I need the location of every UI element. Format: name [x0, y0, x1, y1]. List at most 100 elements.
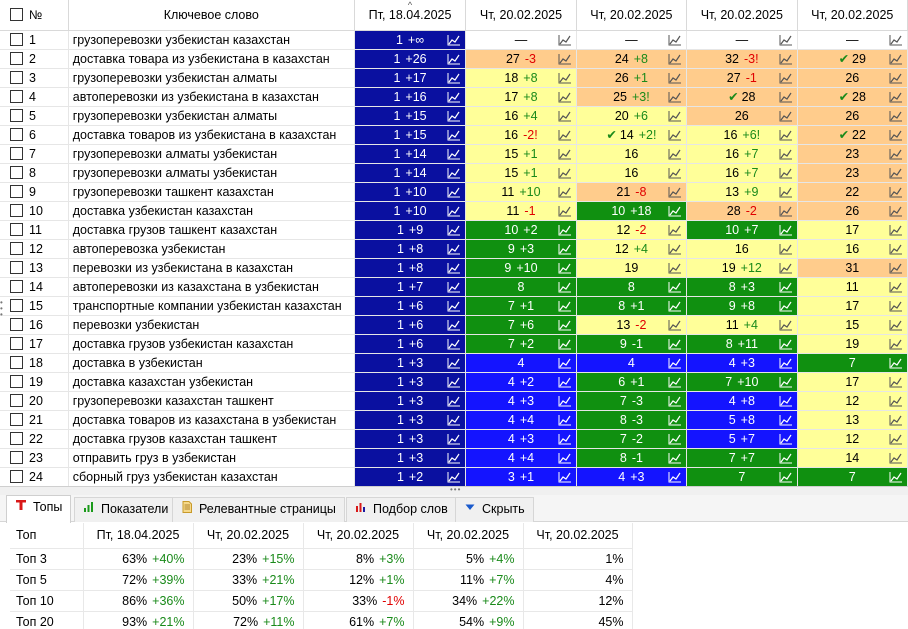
position-chart-icon[interactable]: [668, 376, 682, 388]
position-chart-icon[interactable]: [447, 205, 461, 217]
tops-header-cell[interactable]: Чт, 20.02.2025: [303, 523, 414, 549]
position-chart-icon[interactable]: [889, 129, 903, 141]
keyword-cell[interactable]: доставка казахстан узбекистан: [68, 372, 355, 392]
tops-header-cell[interactable]: Чт, 20.02.2025: [413, 523, 524, 549]
keyword-cell[interactable]: сборный груз узбекистан казахстан: [68, 467, 355, 486]
position-chart-icon[interactable]: [558, 395, 572, 407]
table-row[interactable]: 22 доставка грузов казахстан ташкент 1 +3 4 +…: [0, 429, 908, 449]
position-chart-icon[interactable]: [668, 414, 682, 426]
position-cell[interactable]: 17: [797, 296, 908, 316]
position-cell[interactable]: 3 +1: [465, 467, 577, 486]
position-cell[interactable]: 16 +7: [686, 163, 798, 183]
table-row[interactable]: 23 отправить груз в узбекистан 1 +3 4 +4 8 -1 7 +…: [0, 448, 908, 468]
row-num-cell[interactable]: 12: [0, 239, 69, 259]
position-chart-icon[interactable]: [558, 53, 572, 65]
position-chart-icon[interactable]: [447, 34, 461, 46]
position-cell[interactable]: 6 +1: [576, 372, 688, 392]
position-cell[interactable]: 19 +12: [686, 258, 798, 278]
position-chart-icon[interactable]: [889, 224, 903, 236]
position-chart-icon[interactable]: [447, 243, 461, 255]
row-num-cell[interactable]: 23: [0, 448, 69, 468]
position-chart-icon[interactable]: [889, 433, 903, 445]
position-chart-icon[interactable]: [889, 91, 903, 103]
position-chart-icon[interactable]: [889, 53, 903, 65]
keyword-cell[interactable]: автоперевозки из казахстана в узбекистан: [68, 277, 355, 297]
position-cell[interactable]: 16: [576, 163, 688, 183]
header-date-4[interactable]: Чт, 20.02.2025: [797, 0, 908, 31]
position-chart-icon[interactable]: [889, 72, 903, 84]
table-row[interactable]: 18 доставка в узбекистан 1 +3 4 4 4 +3 7: [0, 353, 908, 373]
position-cell[interactable]: 18 +8: [465, 68, 577, 88]
position-chart-icon[interactable]: [779, 110, 793, 122]
position-chart-icon[interactable]: [668, 110, 682, 122]
position-cell[interactable]: 5 +8: [686, 410, 798, 430]
position-chart-icon[interactable]: [558, 224, 572, 236]
position-cell[interactable]: 21 -8: [576, 182, 688, 202]
position-cell[interactable]: 26: [797, 201, 908, 221]
position-cell[interactable]: 26: [797, 106, 908, 126]
position-cell[interactable]: 7 -2: [576, 429, 688, 449]
position-chart-icon[interactable]: [779, 224, 793, 236]
splitter[interactable]: [0, 487, 908, 495]
row-num-cell[interactable]: 11: [0, 220, 69, 240]
position-cell[interactable]: 27 -1: [686, 68, 798, 88]
row-num-cell[interactable]: 9: [0, 182, 69, 202]
position-cell[interactable]: 11 -1: [465, 201, 577, 221]
position-chart-icon[interactable]: [779, 243, 793, 255]
position-chart-icon[interactable]: [889, 205, 903, 217]
position-chart-icon[interactable]: [668, 357, 682, 369]
row-num-cell[interactable]: 20: [0, 391, 69, 411]
position-cell[interactable]: 1 +15: [354, 106, 467, 126]
position-cell[interactable]: 8 -1: [576, 448, 688, 468]
position-chart-icon[interactable]: [889, 167, 903, 179]
position-cell[interactable]: 8: [576, 277, 688, 297]
position-cell[interactable]: 8 +11: [686, 334, 798, 354]
position-chart-icon[interactable]: [558, 357, 572, 369]
position-chart-icon[interactable]: [447, 452, 461, 464]
table-row[interactable]: 3 грузоперевозки узбекистан алматы 1 +17 18 +…: [0, 68, 908, 88]
position-cell[interactable]: 7: [797, 467, 908, 486]
position-chart-icon[interactable]: [889, 243, 903, 255]
row-checkbox[interactable]: [10, 32, 23, 46]
position-chart-icon[interactable]: [779, 148, 793, 160]
position-cell[interactable]: 4 +4: [465, 448, 577, 468]
position-cell[interactable]: 1 +15: [354, 125, 467, 145]
position-chart-icon[interactable]: [779, 53, 793, 65]
position-cell[interactable]: 13 -2: [576, 315, 688, 335]
position-cell[interactable]: ✔ 22: [797, 125, 908, 145]
position-chart-icon[interactable]: [447, 471, 461, 483]
table-row[interactable]: 20 грузоперевозки казахстан ташкент 1 +3 4 +3…: [0, 391, 908, 411]
position-chart-icon[interactable]: [668, 243, 682, 255]
keyword-cell[interactable]: отправить груз в узбекистан: [68, 448, 355, 468]
position-chart-icon[interactable]: [558, 72, 572, 84]
position-chart-icon[interactable]: [558, 414, 572, 426]
table-row[interactable]: 19 доставка казахстан узбекистан 1 +3 4 +2 6 +1…: [0, 372, 908, 392]
position-cell[interactable]: ✔ 29: [797, 49, 908, 69]
position-cell[interactable]: 11: [797, 277, 908, 297]
position-chart-icon[interactable]: [779, 186, 793, 198]
row-num-cell[interactable]: 14: [0, 277, 69, 297]
row-checkbox[interactable]: [10, 70, 23, 84]
table-row[interactable]: 17 доставка грузов узбекистан казахстан 1 +…: [0, 334, 908, 354]
position-chart-icon[interactable]: [889, 471, 903, 483]
position-cell[interactable]: —: [576, 30, 688, 50]
position-chart-icon[interactable]: [558, 186, 572, 198]
position-cell[interactable]: 14: [797, 448, 908, 468]
table-row[interactable]: 12 автоперевозка узбекистан 1 +8 9 +3 12 +4 16 16: [0, 239, 908, 259]
position-chart-icon[interactable]: [447, 186, 461, 198]
position-chart-icon[interactable]: [558, 129, 572, 141]
row-checkbox[interactable]: [10, 450, 23, 464]
row-checkbox[interactable]: [10, 146, 23, 160]
row-num-cell[interactable]: 22: [0, 429, 69, 449]
header-date-1[interactable]: Чт, 20.02.2025: [465, 0, 577, 31]
row-checkbox[interactable]: [10, 298, 23, 312]
position-chart-icon[interactable]: [668, 34, 682, 46]
position-cell[interactable]: —: [465, 30, 577, 50]
position-cell[interactable]: 1 +9: [354, 220, 467, 240]
position-chart-icon[interactable]: [558, 338, 572, 350]
tops-header-cell[interactable]: Пт, 18.04.2025: [83, 523, 194, 549]
position-chart-icon[interactable]: [779, 129, 793, 141]
keyword-cell[interactable]: перевозки узбекистан: [68, 315, 355, 335]
position-cell[interactable]: 9 +10: [465, 258, 577, 278]
row-checkbox[interactable]: [10, 393, 23, 407]
